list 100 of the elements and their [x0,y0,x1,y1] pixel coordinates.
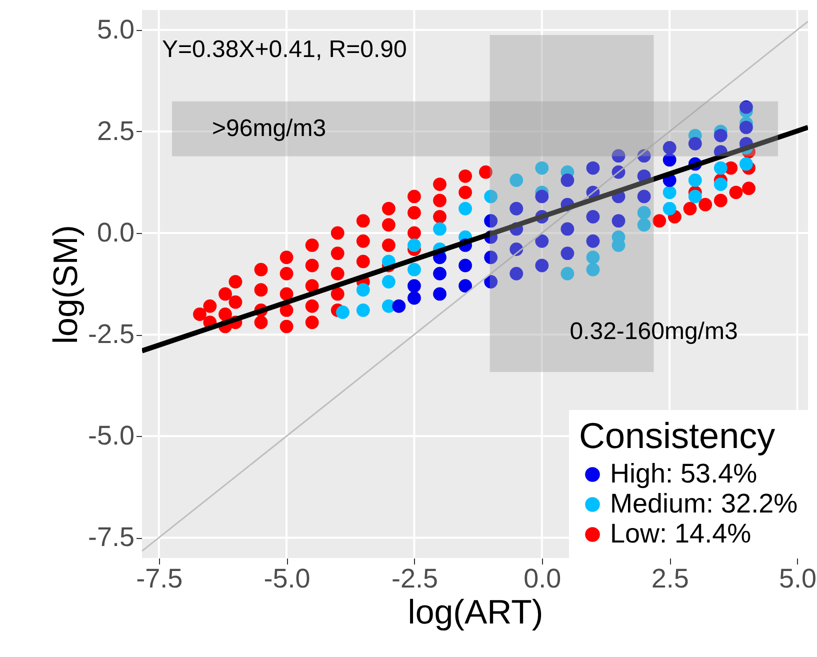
point [652,214,666,228]
point [586,250,600,264]
point [382,238,396,252]
x-tick-label: -7.5 [136,564,183,594]
x-tick-label: -5.0 [264,564,310,594]
point [280,304,294,317]
point [484,250,498,264]
point [203,299,217,313]
point [382,218,396,232]
point [739,157,753,171]
point [218,308,232,321]
y-tick-label: 2.5 [96,116,134,146]
point [228,295,242,309]
legend-title: Consistency [579,415,776,456]
point [560,246,574,260]
point [662,202,676,216]
point [729,186,743,200]
annotation: Y=0.38X+0.41, R=0.90 [162,36,407,63]
point [510,266,524,280]
band-label: 0.32-160mg/m3 [570,318,738,345]
point [688,174,702,187]
point [683,202,697,216]
point [458,186,472,200]
point [458,258,472,272]
x-tick-label: 5.0 [779,564,817,594]
point [586,234,600,248]
point [612,149,626,163]
point [739,100,753,114]
point [739,120,753,134]
legend-label: Low: 14.4% [610,518,752,548]
point [433,287,446,301]
point [330,226,344,240]
point [305,299,319,313]
point [330,246,344,260]
point [305,279,319,293]
legend-label: High: 53.4% [610,458,758,488]
point [228,275,242,288]
point [193,308,206,321]
point [535,258,549,272]
point [586,210,600,224]
point [356,304,370,317]
x-tick-label: 0.0 [524,564,562,594]
point [408,279,421,293]
point [280,287,294,301]
point [742,182,756,196]
point [254,316,268,330]
point [714,178,728,191]
y-tick-label: -5.0 [88,420,134,451]
x-tick-label: -2.5 [391,564,438,594]
point [586,161,600,175]
point [433,194,446,208]
point [254,262,268,276]
point [714,194,728,208]
point [535,234,549,248]
point [662,153,676,167]
point [356,254,370,268]
point [586,262,600,276]
point [356,283,370,297]
point [612,214,626,228]
point [433,178,446,191]
x-axis-title: log(ART) [408,594,544,632]
y-tick-label: -7.5 [88,522,134,552]
legend-label: Medium: 32.2% [610,488,798,518]
point [637,190,651,204]
point [218,287,232,301]
point [336,306,350,319]
band-label: >96mg/m3 [212,114,326,142]
point [688,136,702,150]
point [510,174,524,187]
y-axis-title: log(SM) [46,224,85,344]
point [280,320,294,334]
point [382,202,396,216]
point [458,279,472,293]
point [714,128,728,142]
point [458,202,472,216]
point [535,190,549,204]
point [408,262,421,276]
point [433,222,446,236]
point [662,186,676,200]
point [560,266,574,280]
point [535,161,549,175]
y-tick-label: 5.0 [96,14,134,44]
point [433,210,446,224]
point [305,238,319,252]
point [356,214,370,228]
point [254,283,268,297]
point [408,238,421,252]
point [484,275,498,288]
point [458,169,472,183]
point [408,291,421,305]
point [484,190,498,204]
x-tick-label: 2.5 [651,564,689,594]
point [560,174,574,187]
point [698,198,712,212]
point [305,316,319,330]
point [382,275,396,288]
point [356,234,370,248]
point [637,206,651,220]
point [408,190,421,204]
point [330,266,344,280]
